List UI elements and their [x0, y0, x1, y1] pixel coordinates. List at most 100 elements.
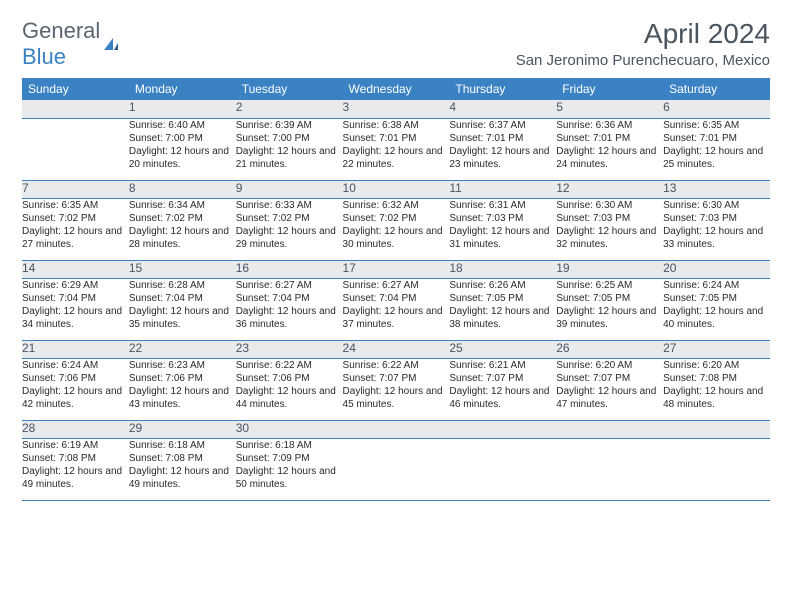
- daylight-line: Daylight: 12 hours and 23 minutes.: [449, 145, 556, 171]
- day-detail-row: Sunrise: 6:40 AMSunset: 7:00 PMDaylight:…: [22, 118, 770, 180]
- day-detail-cell: [343, 438, 450, 500]
- sunset-line: Sunset: 7:03 PM: [556, 212, 663, 225]
- day-number-cell: 30: [236, 420, 343, 438]
- sunset-line: Sunset: 7:07 PM: [343, 372, 450, 385]
- daylight-line: Daylight: 12 hours and 39 minutes.: [556, 305, 663, 331]
- sunrise-line: Sunrise: 6:39 AM: [236, 119, 343, 132]
- day-number-cell: 26: [556, 340, 663, 358]
- day-number-cell: 22: [129, 340, 236, 358]
- sunrise-line: Sunrise: 6:28 AM: [129, 279, 236, 292]
- day-detail-row: Sunrise: 6:24 AMSunset: 7:06 PMDaylight:…: [22, 358, 770, 420]
- sunset-line: Sunset: 7:04 PM: [22, 292, 129, 305]
- day-detail-cell: Sunrise: 6:27 AMSunset: 7:04 PMDaylight:…: [236, 278, 343, 340]
- sunrise-line: Sunrise: 6:21 AM: [449, 359, 556, 372]
- daylight-line: Daylight: 12 hours and 48 minutes.: [663, 385, 770, 411]
- day-number-cell: 4: [449, 100, 556, 118]
- day-number-cell: 10: [343, 180, 450, 198]
- daylight-line: Daylight: 12 hours and 25 minutes.: [663, 145, 770, 171]
- daylight-line: Daylight: 12 hours and 22 minutes.: [343, 145, 450, 171]
- day-detail-cell: Sunrise: 6:25 AMSunset: 7:05 PMDaylight:…: [556, 278, 663, 340]
- day-number-cell: 14: [22, 260, 129, 278]
- sunrise-line: Sunrise: 6:19 AM: [22, 439, 129, 452]
- title-block: April 2024 San Jeronimo Purenchecuaro, M…: [516, 18, 770, 69]
- day-number-cell: 19: [556, 260, 663, 278]
- sunrise-line: Sunrise: 6:30 AM: [663, 199, 770, 212]
- day-detail-row: Sunrise: 6:29 AMSunset: 7:04 PMDaylight:…: [22, 278, 770, 340]
- day-number-cell: 16: [236, 260, 343, 278]
- daylight-line: Daylight: 12 hours and 30 minutes.: [343, 225, 450, 251]
- sunrise-line: Sunrise: 6:27 AM: [343, 279, 450, 292]
- weekday-header: Sunday: [22, 78, 129, 100]
- day-detail-cell: Sunrise: 6:30 AMSunset: 7:03 PMDaylight:…: [556, 198, 663, 260]
- day-number-row: 123456: [22, 100, 770, 118]
- sunrise-line: Sunrise: 6:34 AM: [129, 199, 236, 212]
- day-detail-cell: Sunrise: 6:30 AMSunset: 7:03 PMDaylight:…: [663, 198, 770, 260]
- day-detail-cell: Sunrise: 6:26 AMSunset: 7:05 PMDaylight:…: [449, 278, 556, 340]
- day-detail-cell: Sunrise: 6:34 AMSunset: 7:02 PMDaylight:…: [129, 198, 236, 260]
- sunrise-line: Sunrise: 6:23 AM: [129, 359, 236, 372]
- daylight-line: Daylight: 12 hours and 49 minutes.: [129, 465, 236, 491]
- logo-line1: General: [22, 18, 100, 44]
- day-detail-row: Sunrise: 6:35 AMSunset: 7:02 PMDaylight:…: [22, 198, 770, 260]
- day-number-cell: 18: [449, 260, 556, 278]
- daylight-line: Daylight: 12 hours and 35 minutes.: [129, 305, 236, 331]
- day-detail-cell: Sunrise: 6:40 AMSunset: 7:00 PMDaylight:…: [129, 118, 236, 180]
- sunset-line: Sunset: 7:08 PM: [129, 452, 236, 465]
- sunrise-line: Sunrise: 6:22 AM: [343, 359, 450, 372]
- day-number-cell: [343, 420, 450, 438]
- day-number-cell: 3: [343, 100, 450, 118]
- sunrise-line: Sunrise: 6:29 AM: [22, 279, 129, 292]
- day-number-cell: 8: [129, 180, 236, 198]
- month-title: April 2024: [516, 18, 770, 50]
- day-detail-cell: Sunrise: 6:22 AMSunset: 7:06 PMDaylight:…: [236, 358, 343, 420]
- day-detail-cell: [449, 438, 556, 500]
- sunset-line: Sunset: 7:01 PM: [343, 132, 450, 145]
- daylight-line: Daylight: 12 hours and 49 minutes.: [22, 465, 129, 491]
- sunrise-line: Sunrise: 6:22 AM: [236, 359, 343, 372]
- sunset-line: Sunset: 7:01 PM: [556, 132, 663, 145]
- day-number-cell: 7: [22, 180, 129, 198]
- day-number-cell: 2: [236, 100, 343, 118]
- sunrise-line: Sunrise: 6:18 AM: [129, 439, 236, 452]
- sunset-line: Sunset: 7:03 PM: [449, 212, 556, 225]
- weekday-header: Friday: [556, 78, 663, 100]
- sunset-line: Sunset: 7:08 PM: [663, 372, 770, 385]
- sunrise-line: Sunrise: 6:20 AM: [663, 359, 770, 372]
- day-number-cell: 20: [663, 260, 770, 278]
- day-number-cell: 29: [129, 420, 236, 438]
- day-number-cell: 9: [236, 180, 343, 198]
- sunset-line: Sunset: 7:03 PM: [663, 212, 770, 225]
- daylight-line: Daylight: 12 hours and 40 minutes.: [663, 305, 770, 331]
- sunrise-line: Sunrise: 6:26 AM: [449, 279, 556, 292]
- logo-sail-icon: [103, 36, 119, 52]
- day-number-row: 282930: [22, 420, 770, 438]
- sunrise-line: Sunrise: 6:32 AM: [343, 199, 450, 212]
- day-detail-cell: Sunrise: 6:18 AMSunset: 7:08 PMDaylight:…: [129, 438, 236, 500]
- day-detail-cell: Sunrise: 6:29 AMSunset: 7:04 PMDaylight:…: [22, 278, 129, 340]
- day-detail-cell: Sunrise: 6:37 AMSunset: 7:01 PMDaylight:…: [449, 118, 556, 180]
- day-detail-cell: [663, 438, 770, 500]
- daylight-line: Daylight: 12 hours and 36 minutes.: [236, 305, 343, 331]
- day-detail-cell: Sunrise: 6:35 AMSunset: 7:01 PMDaylight:…: [663, 118, 770, 180]
- sunrise-line: Sunrise: 6:24 AM: [22, 359, 129, 372]
- daylight-line: Daylight: 12 hours and 50 minutes.: [236, 465, 343, 491]
- sunrise-line: Sunrise: 6:40 AM: [129, 119, 236, 132]
- day-number-cell: 11: [449, 180, 556, 198]
- sunset-line: Sunset: 7:00 PM: [236, 132, 343, 145]
- sunset-line: Sunset: 7:05 PM: [556, 292, 663, 305]
- daylight-line: Daylight: 12 hours and 33 minutes.: [663, 225, 770, 251]
- day-detail-cell: Sunrise: 6:33 AMSunset: 7:02 PMDaylight:…: [236, 198, 343, 260]
- day-number-cell: 1: [129, 100, 236, 118]
- sunrise-line: Sunrise: 6:27 AM: [236, 279, 343, 292]
- sunrise-line: Sunrise: 6:24 AM: [663, 279, 770, 292]
- weekday-header: Tuesday: [236, 78, 343, 100]
- day-number-cell: 27: [663, 340, 770, 358]
- day-detail-cell: [22, 118, 129, 180]
- day-number-cell: [22, 100, 129, 118]
- sunrise-line: Sunrise: 6:38 AM: [343, 119, 450, 132]
- logo-line2: Blue: [22, 44, 100, 70]
- day-detail-row: Sunrise: 6:19 AMSunset: 7:08 PMDaylight:…: [22, 438, 770, 500]
- daylight-line: Daylight: 12 hours and 42 minutes.: [22, 385, 129, 411]
- sunrise-line: Sunrise: 6:31 AM: [449, 199, 556, 212]
- day-detail-cell: Sunrise: 6:32 AMSunset: 7:02 PMDaylight:…: [343, 198, 450, 260]
